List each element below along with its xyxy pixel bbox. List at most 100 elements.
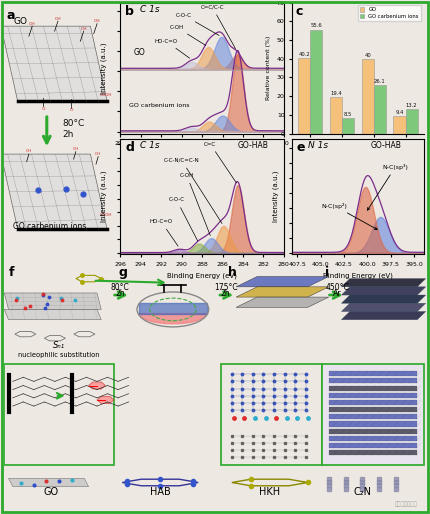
Polygon shape bbox=[329, 421, 417, 427]
Text: OH: OH bbox=[26, 149, 32, 153]
Legend: GO, GO carbenium ions: GO, GO carbenium ions bbox=[358, 5, 421, 21]
Polygon shape bbox=[4, 293, 101, 309]
Text: 40: 40 bbox=[365, 52, 371, 58]
Bar bbox=[374, 85, 386, 134]
Polygon shape bbox=[329, 378, 417, 383]
Text: 2h: 2h bbox=[115, 289, 125, 298]
Polygon shape bbox=[89, 382, 105, 389]
Y-axis label: Intensity (a.u.): Intensity (a.u.) bbox=[101, 42, 107, 94]
Text: O: O bbox=[70, 108, 73, 112]
Text: C₂N: C₂N bbox=[353, 487, 372, 497]
Text: f: f bbox=[9, 266, 14, 279]
Text: i: i bbox=[325, 266, 329, 279]
Text: 19.4: 19.4 bbox=[330, 91, 342, 96]
Text: 13.2: 13.2 bbox=[406, 103, 418, 108]
Text: N-C(sp²): N-C(sp²) bbox=[322, 203, 377, 229]
Text: nucleophilic substitution: nucleophilic substitution bbox=[18, 352, 100, 358]
Text: e: e bbox=[296, 141, 305, 154]
Text: HO-C=O: HO-C=O bbox=[155, 39, 190, 58]
Text: 材科分析与应用: 材科分析与应用 bbox=[394, 501, 417, 507]
Text: C-C-N/C=C-N: C-C-N/C=C-N bbox=[164, 158, 222, 224]
Text: 80°C: 80°C bbox=[111, 283, 129, 292]
Text: C 1s: C 1s bbox=[140, 141, 160, 150]
Polygon shape bbox=[329, 443, 417, 448]
Polygon shape bbox=[4, 309, 101, 320]
Text: c: c bbox=[295, 5, 302, 18]
Text: O: O bbox=[42, 107, 45, 111]
Text: 8.5: 8.5 bbox=[344, 112, 352, 117]
Bar bbox=[362, 59, 374, 134]
Text: OH: OH bbox=[29, 22, 36, 26]
FancyBboxPatch shape bbox=[221, 364, 322, 465]
Polygon shape bbox=[341, 295, 426, 303]
Text: d: d bbox=[125, 141, 134, 154]
Polygon shape bbox=[341, 287, 426, 295]
Text: GO: GO bbox=[13, 16, 27, 26]
Polygon shape bbox=[329, 429, 417, 434]
Y-axis label: Intensity (a.u.): Intensity (a.u.) bbox=[101, 171, 107, 223]
FancyBboxPatch shape bbox=[322, 364, 424, 465]
Polygon shape bbox=[236, 297, 329, 307]
Polygon shape bbox=[329, 371, 417, 376]
Bar bbox=[298, 59, 310, 134]
Text: OH: OH bbox=[95, 152, 101, 156]
X-axis label: Binding Energy (eV): Binding Energy (eV) bbox=[323, 272, 393, 279]
Y-axis label: Relative content (%): Relative content (%) bbox=[266, 36, 271, 100]
Polygon shape bbox=[329, 393, 417, 398]
Polygon shape bbox=[329, 414, 417, 419]
Polygon shape bbox=[341, 279, 426, 287]
Text: HKH: HKH bbox=[259, 487, 280, 497]
Text: 2h: 2h bbox=[221, 289, 230, 298]
Text: GO: GO bbox=[43, 487, 58, 497]
Text: C-O-C: C-O-C bbox=[176, 13, 219, 35]
Polygon shape bbox=[236, 277, 329, 287]
Polygon shape bbox=[329, 386, 417, 391]
Text: Ar: Ar bbox=[333, 289, 341, 298]
Text: GO carbenium ions: GO carbenium ions bbox=[129, 103, 189, 108]
Polygon shape bbox=[1, 154, 107, 229]
Text: C-OH: C-OH bbox=[180, 173, 210, 235]
Text: 26.1: 26.1 bbox=[374, 79, 386, 84]
Text: 9.4: 9.4 bbox=[395, 110, 404, 115]
Polygon shape bbox=[341, 303, 426, 311]
Polygon shape bbox=[236, 287, 329, 297]
Text: 450°C: 450°C bbox=[326, 283, 349, 292]
Text: C-OH: C-OH bbox=[169, 25, 206, 45]
Text: COOH: COOH bbox=[99, 94, 112, 98]
Text: Sₙ₁: Sₙ₁ bbox=[53, 341, 65, 351]
Text: h: h bbox=[227, 266, 236, 279]
Text: 175°C: 175°C bbox=[214, 283, 237, 292]
Bar bbox=[310, 29, 322, 134]
Text: HAB: HAB bbox=[150, 487, 171, 497]
Text: C=C/C-C: C=C/C-C bbox=[200, 5, 236, 49]
X-axis label: Binding Energy (eV): Binding Energy (eV) bbox=[167, 272, 237, 279]
Text: GO-HAB: GO-HAB bbox=[371, 141, 402, 150]
Text: OH: OH bbox=[80, 27, 87, 31]
Polygon shape bbox=[97, 396, 114, 403]
Text: N 1s: N 1s bbox=[308, 141, 328, 150]
Text: OH: OH bbox=[94, 20, 101, 24]
Polygon shape bbox=[329, 407, 417, 412]
X-axis label: Binding Energy (eV): Binding Energy (eV) bbox=[167, 152, 237, 158]
Bar bbox=[405, 109, 418, 134]
Polygon shape bbox=[341, 311, 426, 320]
Bar bbox=[330, 97, 342, 134]
Text: C-O-C: C-O-C bbox=[169, 197, 198, 241]
Text: C=C: C=C bbox=[204, 141, 237, 183]
Polygon shape bbox=[329, 400, 417, 405]
Polygon shape bbox=[9, 478, 89, 487]
Text: OH: OH bbox=[55, 17, 61, 21]
Bar bbox=[342, 118, 354, 134]
Text: GO: GO bbox=[133, 48, 145, 57]
Y-axis label: Intensity (a.u.): Intensity (a.u.) bbox=[273, 171, 279, 223]
Polygon shape bbox=[329, 450, 417, 455]
Text: GO-HAB: GO-HAB bbox=[238, 141, 269, 150]
Text: a: a bbox=[6, 9, 15, 22]
Text: 40.2: 40.2 bbox=[298, 52, 310, 57]
Text: N-C(sp³): N-C(sp³) bbox=[368, 164, 408, 210]
Polygon shape bbox=[329, 436, 417, 441]
Polygon shape bbox=[1, 26, 107, 101]
Text: b: b bbox=[125, 5, 134, 18]
Text: 55.6: 55.6 bbox=[310, 24, 322, 28]
Polygon shape bbox=[139, 314, 206, 324]
